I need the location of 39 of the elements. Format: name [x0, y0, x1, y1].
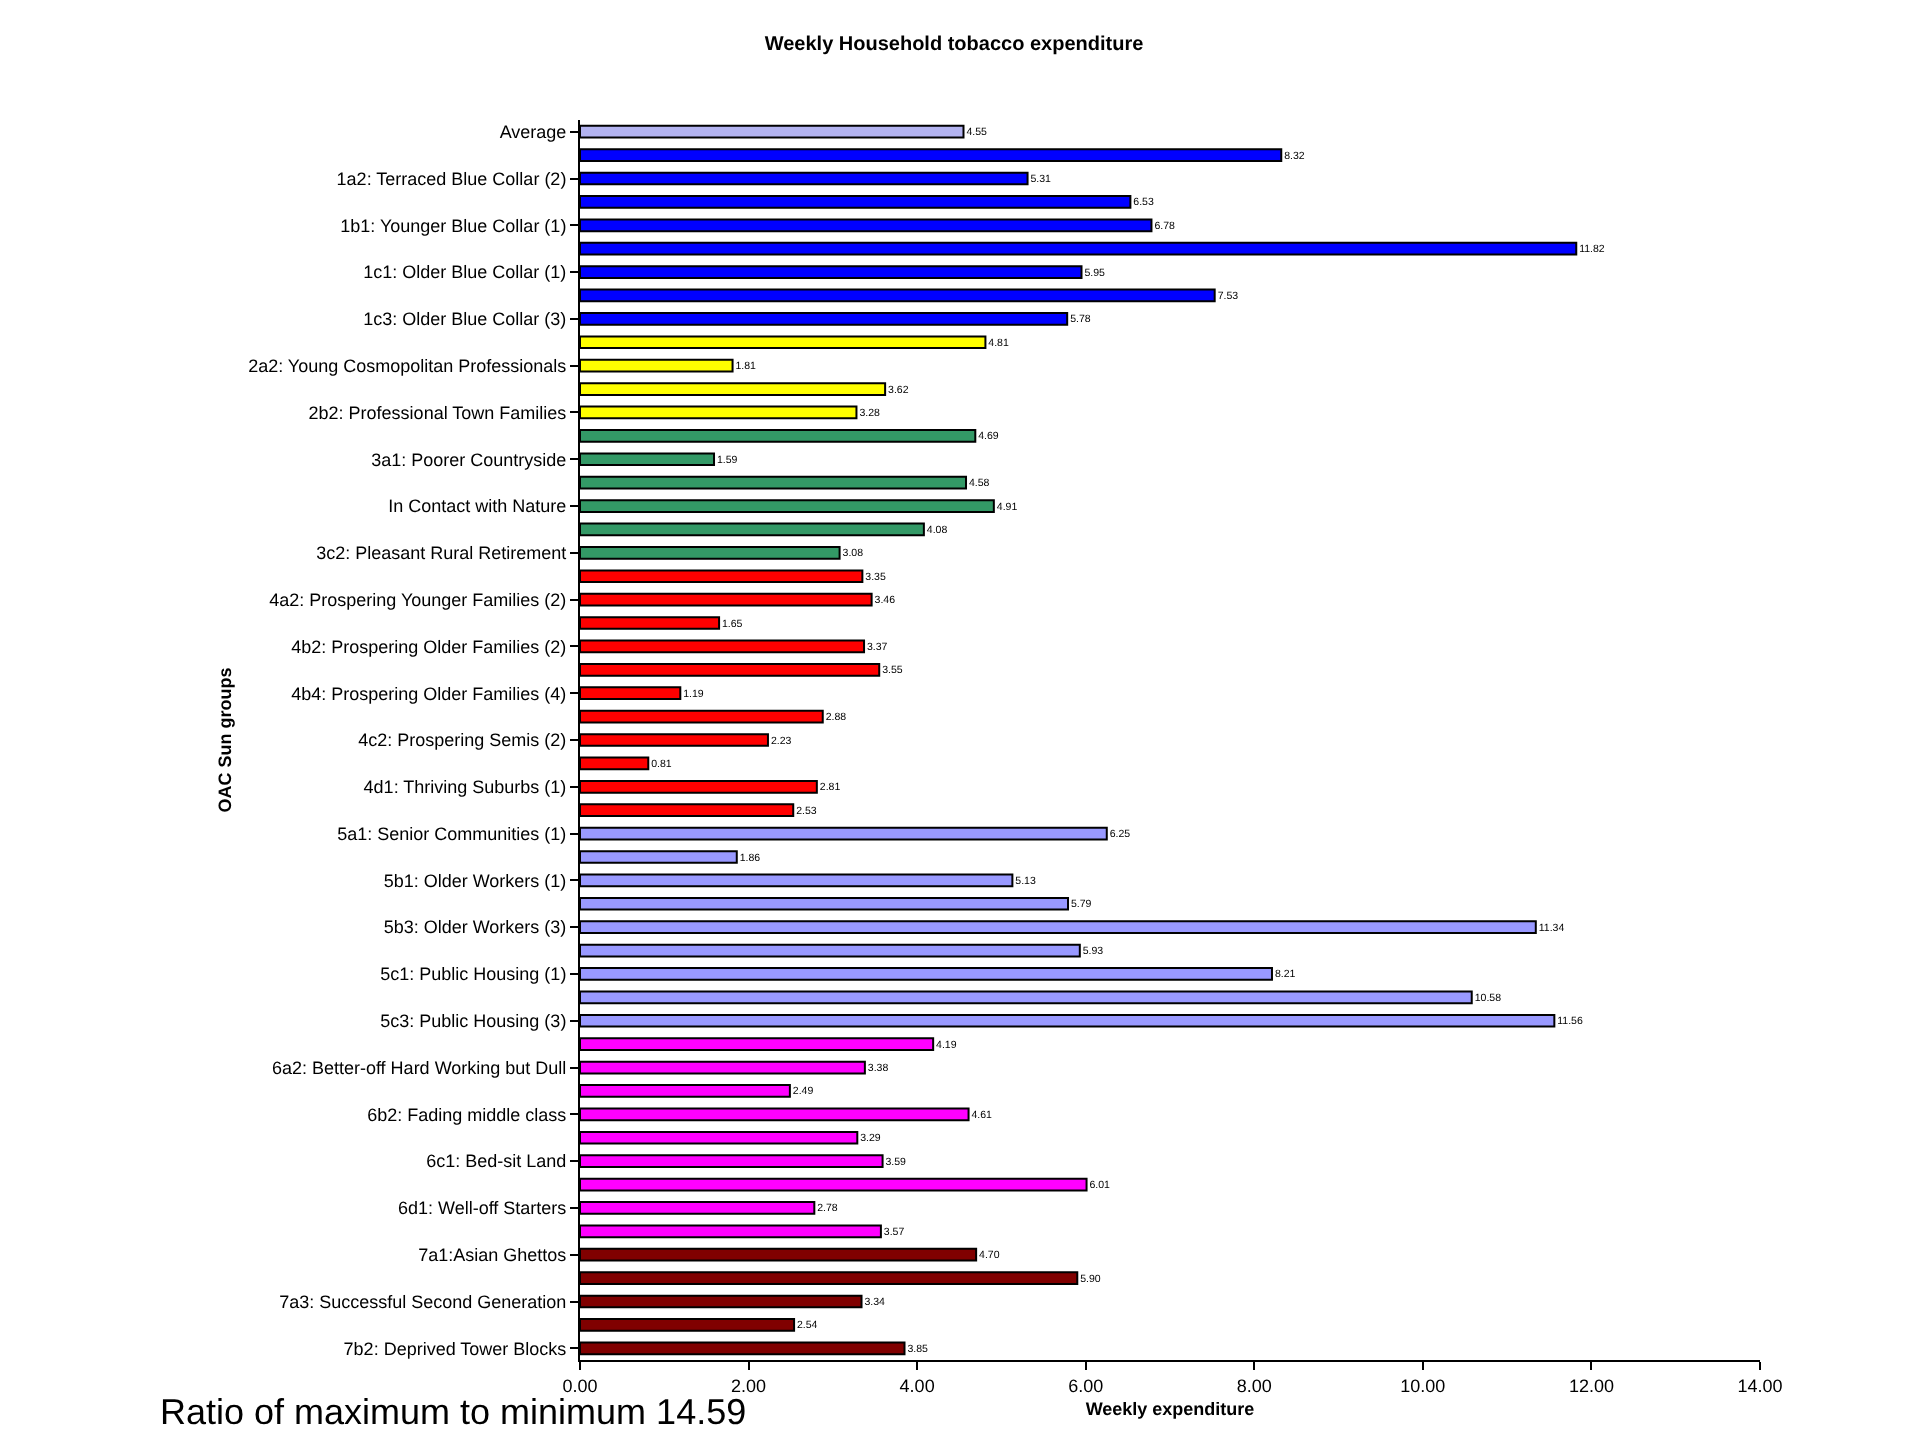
- x-tick-label: 14.00: [1737, 1375, 1783, 1396]
- y-tick-label: 4c2: Prospering Semis (2): [358, 730, 567, 751]
- y-tick-label: 4b4: Prospering Older Families (4): [291, 683, 567, 704]
- y-tick-label: 4b2: Prospering Older Families (2): [291, 636, 567, 657]
- y-tick-label: 5a1: Senior Communities (1): [337, 823, 567, 844]
- x-tick-label: 6.00: [1068, 1375, 1104, 1396]
- y-tick-label: 4d1: Thriving Suburbs (1): [363, 777, 567, 798]
- y-tick-label: 1c1: Older Blue Collar (1): [363, 262, 567, 283]
- x-tick-label: 10.00: [1400, 1375, 1446, 1396]
- y-tick-label: 5b1: Older Workers (1): [383, 870, 567, 891]
- y-tick-label: 6d1: Well-off Starters: [397, 1198, 568, 1219]
- y-tick-label: 7a1:Asian Ghettos: [418, 1245, 568, 1266]
- x-tick-label: 0.00: [562, 1375, 598, 1396]
- y-tick-label: 2b2: Professional Town Families: [308, 402, 568, 423]
- y-tick-label: 3c2: Pleasant Rural Retirement: [316, 543, 568, 564]
- y-tick-label: 5c1: Public Housing (1): [380, 964, 567, 985]
- y-tick-label: 5c3: Public Housing (3): [380, 1011, 567, 1032]
- text: Ratio of maximum to minimum 14.59: [160, 1392, 747, 1432]
- y-tick-label: 7a3: Successful Second Generation: [279, 1291, 567, 1312]
- y-tick-label: 2a2: Young Cosmopolitan Professionals: [248, 355, 568, 376]
- x-axis-title: Weekly expenditure: [1085, 1399, 1255, 1420]
- y-tick-label: 7b2: Deprived Tower Blocks: [343, 1338, 568, 1359]
- y-tick-label: 1b1: Younger Blue Collar (1): [340, 215, 567, 236]
- x-tick-label: 4.00: [899, 1375, 935, 1396]
- y-tick-label: In Contact with Nature: [388, 496, 567, 517]
- x-tick-label: 2.00: [731, 1375, 767, 1396]
- y-tick-label: 6b2: Fading middle class: [367, 1104, 568, 1125]
- y-tick-label: 4a2: Prospering Younger Families (2): [269, 589, 567, 610]
- y-tick-label: 3a1: Poorer Countryside: [371, 449, 567, 470]
- y-tick-label: Average: [499, 122, 567, 142]
- y-tick-label: 6a2: Better-off Hard Working but Dull: [271, 1057, 567, 1078]
- y-tick-label: 5b3: Older Workers (3): [383, 917, 567, 938]
- y-tick-label: 6c1: Bed-sit Land: [426, 1151, 567, 1172]
- chart-title: Weekly Household tobacco expenditure: [764, 34, 1145, 57]
- x-tick-label: 8.00: [1236, 1375, 1272, 1396]
- x-tick-label: 12.00: [1568, 1375, 1614, 1396]
- y-tick-label: 1a2: Terraced Blue Collar (2): [336, 168, 567, 189]
- y-axis-title: OAC Sun groups: [214, 667, 235, 813]
- y-tick-label: 1c3: Older Blue Collar (3): [363, 309, 567, 330]
